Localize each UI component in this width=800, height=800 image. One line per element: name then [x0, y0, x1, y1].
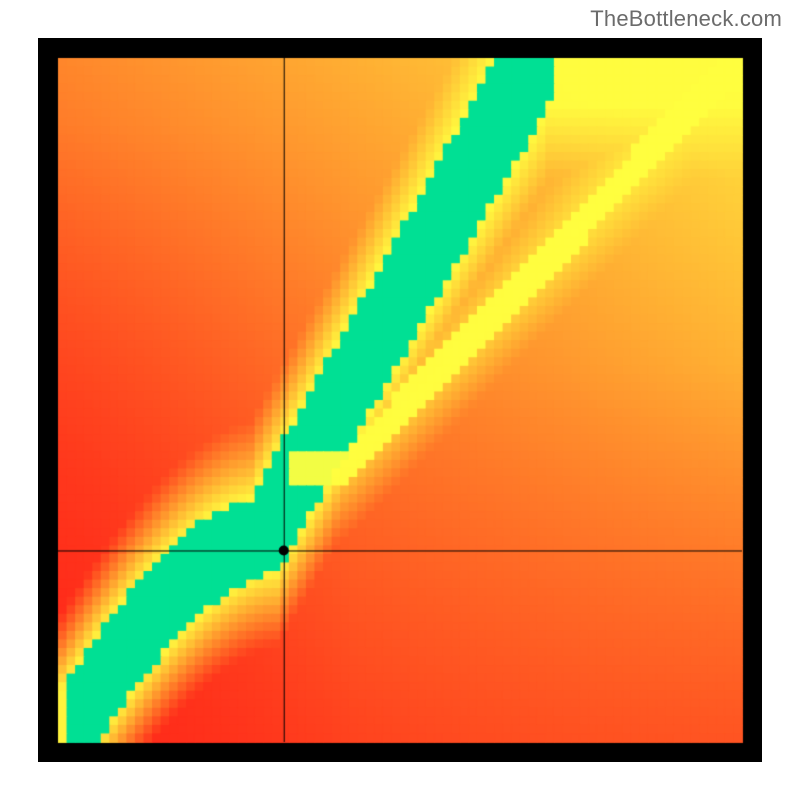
plot-outer-frame	[38, 38, 762, 762]
chart-container: TheBottleneck.com	[0, 0, 800, 800]
watermark-text: TheBottleneck.com	[590, 6, 782, 32]
heatmap-canvas	[38, 38, 762, 762]
